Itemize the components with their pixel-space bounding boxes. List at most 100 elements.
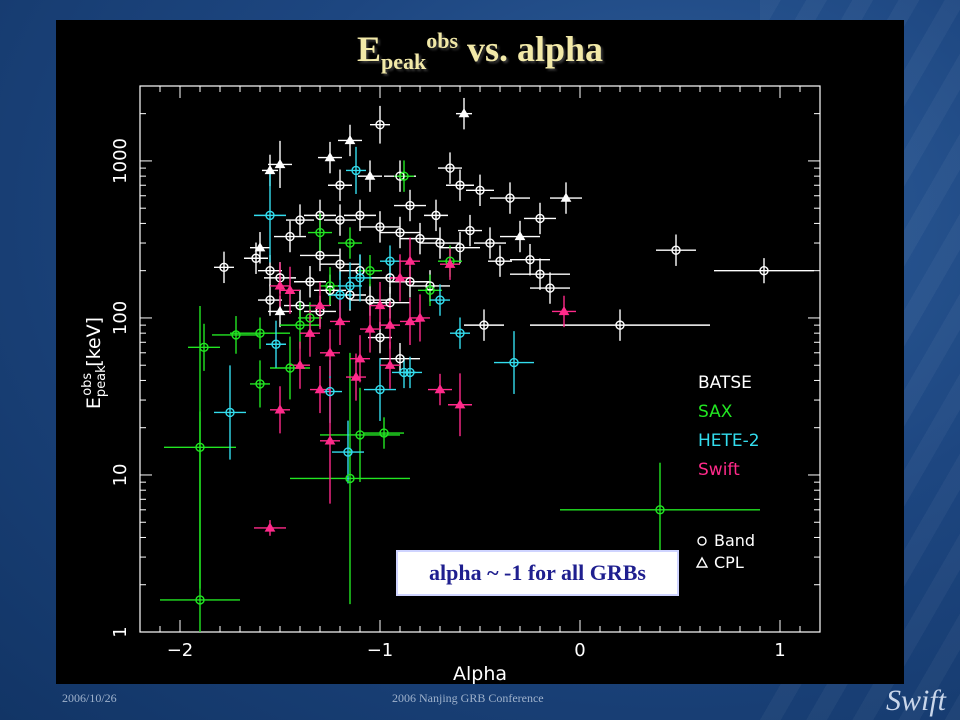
- x-tick-label: −1: [367, 640, 394, 661]
- band-marker: [355, 210, 365, 221]
- title-main: E: [356, 29, 381, 69]
- cpl-marker: [434, 384, 446, 394]
- band-marker: [285, 363, 295, 373]
- cpl-marker: [384, 319, 396, 329]
- band-marker: [255, 328, 265, 338]
- x-tick-label: −2: [167, 640, 194, 661]
- legend-entry: HETE-2: [698, 431, 760, 451]
- band-marker: [285, 231, 295, 242]
- band-marker: [375, 222, 385, 232]
- band-marker: [455, 328, 465, 338]
- band-marker: [355, 273, 365, 283]
- band-marker: [345, 238, 355, 248]
- cpl-marker: [314, 384, 326, 394]
- x-axis-label: Alpha: [453, 663, 507, 685]
- band-marker: [195, 442, 205, 453]
- band-marker: [231, 330, 241, 340]
- cpl-marker: [560, 192, 572, 202]
- cpl-marker: [458, 108, 470, 118]
- cpl-marker: [384, 359, 396, 369]
- band-marker: [335, 259, 345, 269]
- band-marker: [335, 290, 345, 300]
- cpl-marker: [514, 231, 526, 241]
- y-axis-label-unit: [keV]: [83, 317, 105, 373]
- cpl-marker: [274, 158, 286, 169]
- band-marker: [525, 254, 535, 265]
- cpl-marker: [404, 255, 416, 265]
- band-marker: [265, 265, 275, 276]
- band-marker: [405, 367, 415, 378]
- annotation-text: alpha ~ -1 for all GRBs: [428, 560, 646, 585]
- band-marker: [385, 273, 395, 283]
- band-marker: [335, 215, 345, 225]
- band-marker: [425, 281, 435, 291]
- title-subscript: peak: [380, 49, 427, 75]
- y-axis-label-main: E: [83, 397, 105, 409]
- band-marker: [425, 285, 435, 295]
- cpl-marker: [324, 435, 336, 445]
- band-marker: [415, 233, 425, 244]
- band-marker: [535, 213, 545, 224]
- band-marker: [379, 428, 389, 438]
- band-marker: [325, 386, 335, 397]
- cpl-marker: [284, 284, 296, 294]
- band-marker: [265, 210, 275, 221]
- footer-conference: 2006 Nanjing GRB Conference: [392, 691, 544, 705]
- band-marker: [251, 253, 261, 263]
- cpl-marker: [274, 280, 286, 290]
- band-marker: [655, 505, 665, 515]
- band-marker: [345, 473, 355, 484]
- cpl-marker: [344, 134, 356, 145]
- y-tick-label: 1000: [110, 138, 131, 184]
- legend-marker-label: Band: [714, 531, 755, 550]
- band-marker: [325, 281, 335, 291]
- x-tick-label: 1: [774, 640, 785, 661]
- legend-entry: SAX: [698, 402, 733, 422]
- band-marker: [431, 210, 441, 221]
- annotation-box: alpha ~ -1 for all GRBs: [396, 550, 679, 596]
- y-axis-label-sup: obs: [80, 373, 95, 396]
- y-axis-label: Epeakobs [keV]: [80, 317, 109, 409]
- cpl-marker: [354, 353, 366, 363]
- cpl-marker: [394, 272, 406, 282]
- footer-date: 2006/10/26: [62, 691, 117, 705]
- band-marker: [509, 357, 519, 368]
- band-marker: [265, 295, 275, 305]
- y-tick-label: 1: [110, 626, 131, 637]
- band-marker: [385, 256, 395, 266]
- cpl-marker: [334, 315, 346, 326]
- slide-title: Epeakobs vs. alpha: [0, 28, 960, 75]
- band-marker: [315, 210, 325, 221]
- title-superscript: obs: [426, 28, 458, 53]
- band-marker: [435, 238, 445, 248]
- cpl-marker: [414, 312, 426, 322]
- cpl-marker: [264, 522, 276, 532]
- cpl-marker: [274, 305, 286, 316]
- band-marker: [355, 430, 365, 440]
- band-marker: [345, 281, 355, 291]
- band-marker: [315, 250, 325, 261]
- legend-marker-label: CPL: [714, 553, 744, 572]
- band-marker: [465, 225, 475, 236]
- x-tick-label: 0: [574, 640, 585, 661]
- band-marker: [295, 320, 305, 330]
- band-marker: [385, 298, 395, 308]
- band-marker: [535, 269, 545, 279]
- band-marker: [295, 300, 305, 311]
- y-axis-label-sub: peak: [94, 365, 109, 397]
- band-marker: [405, 200, 415, 211]
- band-marker: [325, 285, 335, 295]
- band-marker: [545, 283, 555, 293]
- band-marker: [219, 262, 229, 273]
- cpl-marker: [264, 164, 276, 175]
- band-marker: [405, 277, 415, 287]
- band-marker: [335, 180, 345, 190]
- band-marker: [435, 295, 445, 305]
- band-marker: [395, 171, 405, 181]
- cpl-marker: [324, 152, 336, 162]
- cpl-marker: [314, 300, 326, 310]
- cpl-marker: [304, 327, 316, 337]
- legend-band-symbol: [697, 536, 707, 546]
